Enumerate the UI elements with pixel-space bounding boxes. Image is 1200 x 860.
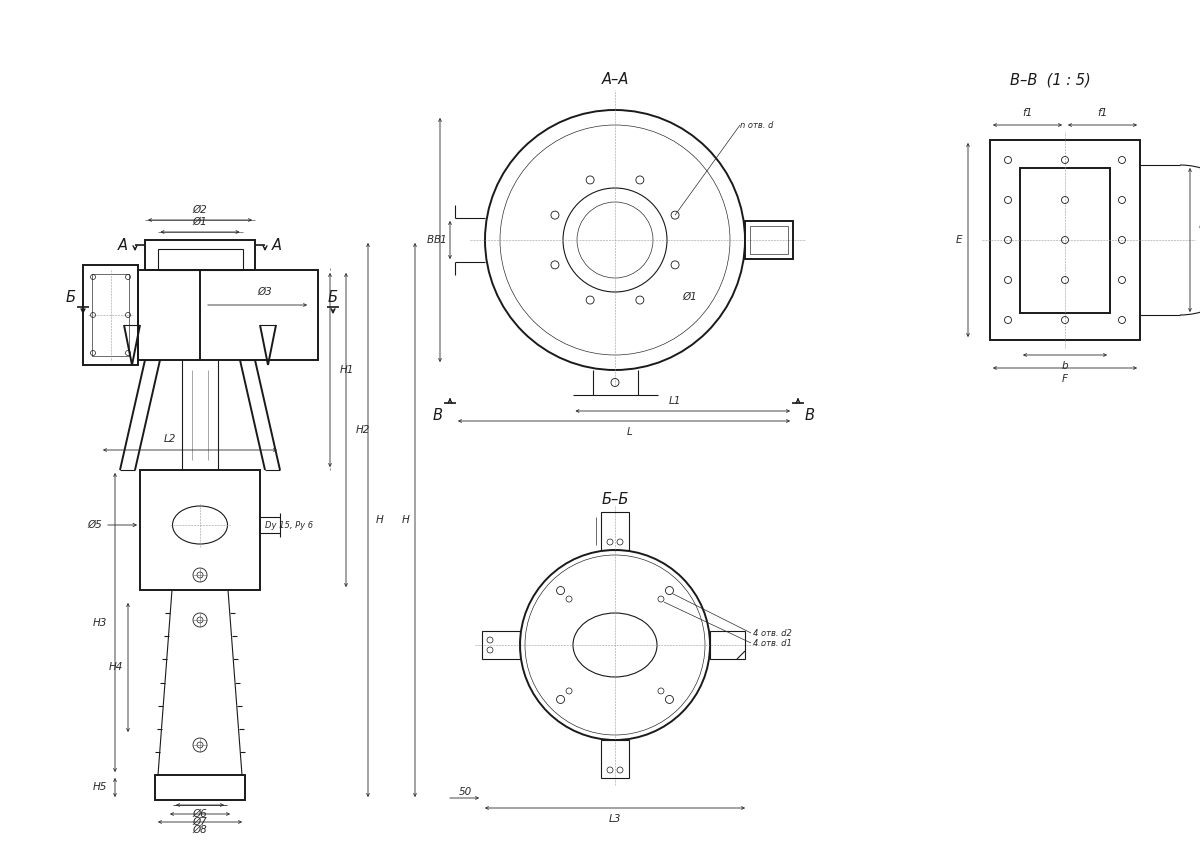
Bar (83, 265, 138, 365)
Text: 4 отв. d1: 4 отв. d1 (754, 638, 792, 648)
Text: А: А (118, 237, 128, 253)
Text: E: E (955, 235, 962, 245)
Bar (140, 470, 260, 590)
Bar (145, 240, 256, 270)
Text: H1: H1 (340, 365, 354, 375)
Text: L1: L1 (668, 396, 682, 406)
Text: Б: Б (328, 290, 338, 304)
Text: B1: B1 (433, 235, 446, 245)
Text: Ø5: Ø5 (88, 520, 102, 530)
Text: H5: H5 (92, 783, 107, 793)
Text: H: H (376, 515, 384, 525)
Text: 4 отв. d2: 4 отв. d2 (754, 629, 792, 637)
Text: А: А (272, 237, 282, 253)
Text: Ø3: Ø3 (258, 287, 272, 297)
Text: L3: L3 (608, 814, 622, 824)
Text: H3: H3 (92, 617, 107, 628)
Text: b: b (1062, 361, 1068, 371)
Text: Ø8: Ø8 (193, 825, 208, 835)
Text: H4: H4 (109, 662, 124, 673)
Text: Б: Б (66, 290, 76, 304)
Text: L: L (628, 427, 632, 437)
Text: f1: f1 (1097, 108, 1108, 118)
Bar (601, 512, 629, 550)
Text: H: H (401, 515, 409, 525)
Text: B: B (427, 235, 434, 245)
Text: А–А: А–А (601, 72, 629, 88)
Bar (601, 740, 629, 778)
Bar (1020, 168, 1110, 312)
Text: Ø1: Ø1 (193, 217, 208, 227)
Text: Ø2: Ø2 (193, 205, 208, 215)
Bar (155, 775, 245, 800)
Text: L2: L2 (164, 434, 176, 444)
Text: Ø1: Ø1 (682, 292, 697, 302)
Text: l: l (1199, 220, 1200, 230)
Bar (745, 221, 793, 259)
Bar (710, 631, 745, 659)
Text: Dy 15, Py 6: Dy 15, Py 6 (265, 520, 313, 530)
Bar (138, 270, 318, 360)
Bar (750, 226, 788, 254)
Text: f1: f1 (1022, 108, 1033, 118)
Text: В–В  (1 : 5): В–В (1 : 5) (1009, 72, 1091, 88)
Text: В: В (805, 408, 815, 422)
Bar (990, 140, 1140, 340)
Text: H2: H2 (356, 425, 371, 435)
Bar (92, 274, 130, 356)
Bar (482, 631, 520, 659)
Text: 50: 50 (458, 787, 472, 797)
Bar (157, 249, 242, 270)
Text: n отв. d: n отв. d (740, 120, 773, 130)
Text: Ø6: Ø6 (193, 809, 208, 819)
Text: Ø7: Ø7 (193, 817, 208, 827)
Text: F: F (1062, 374, 1068, 384)
Text: Б–Б: Б–Б (601, 493, 629, 507)
Text: В: В (433, 408, 443, 422)
